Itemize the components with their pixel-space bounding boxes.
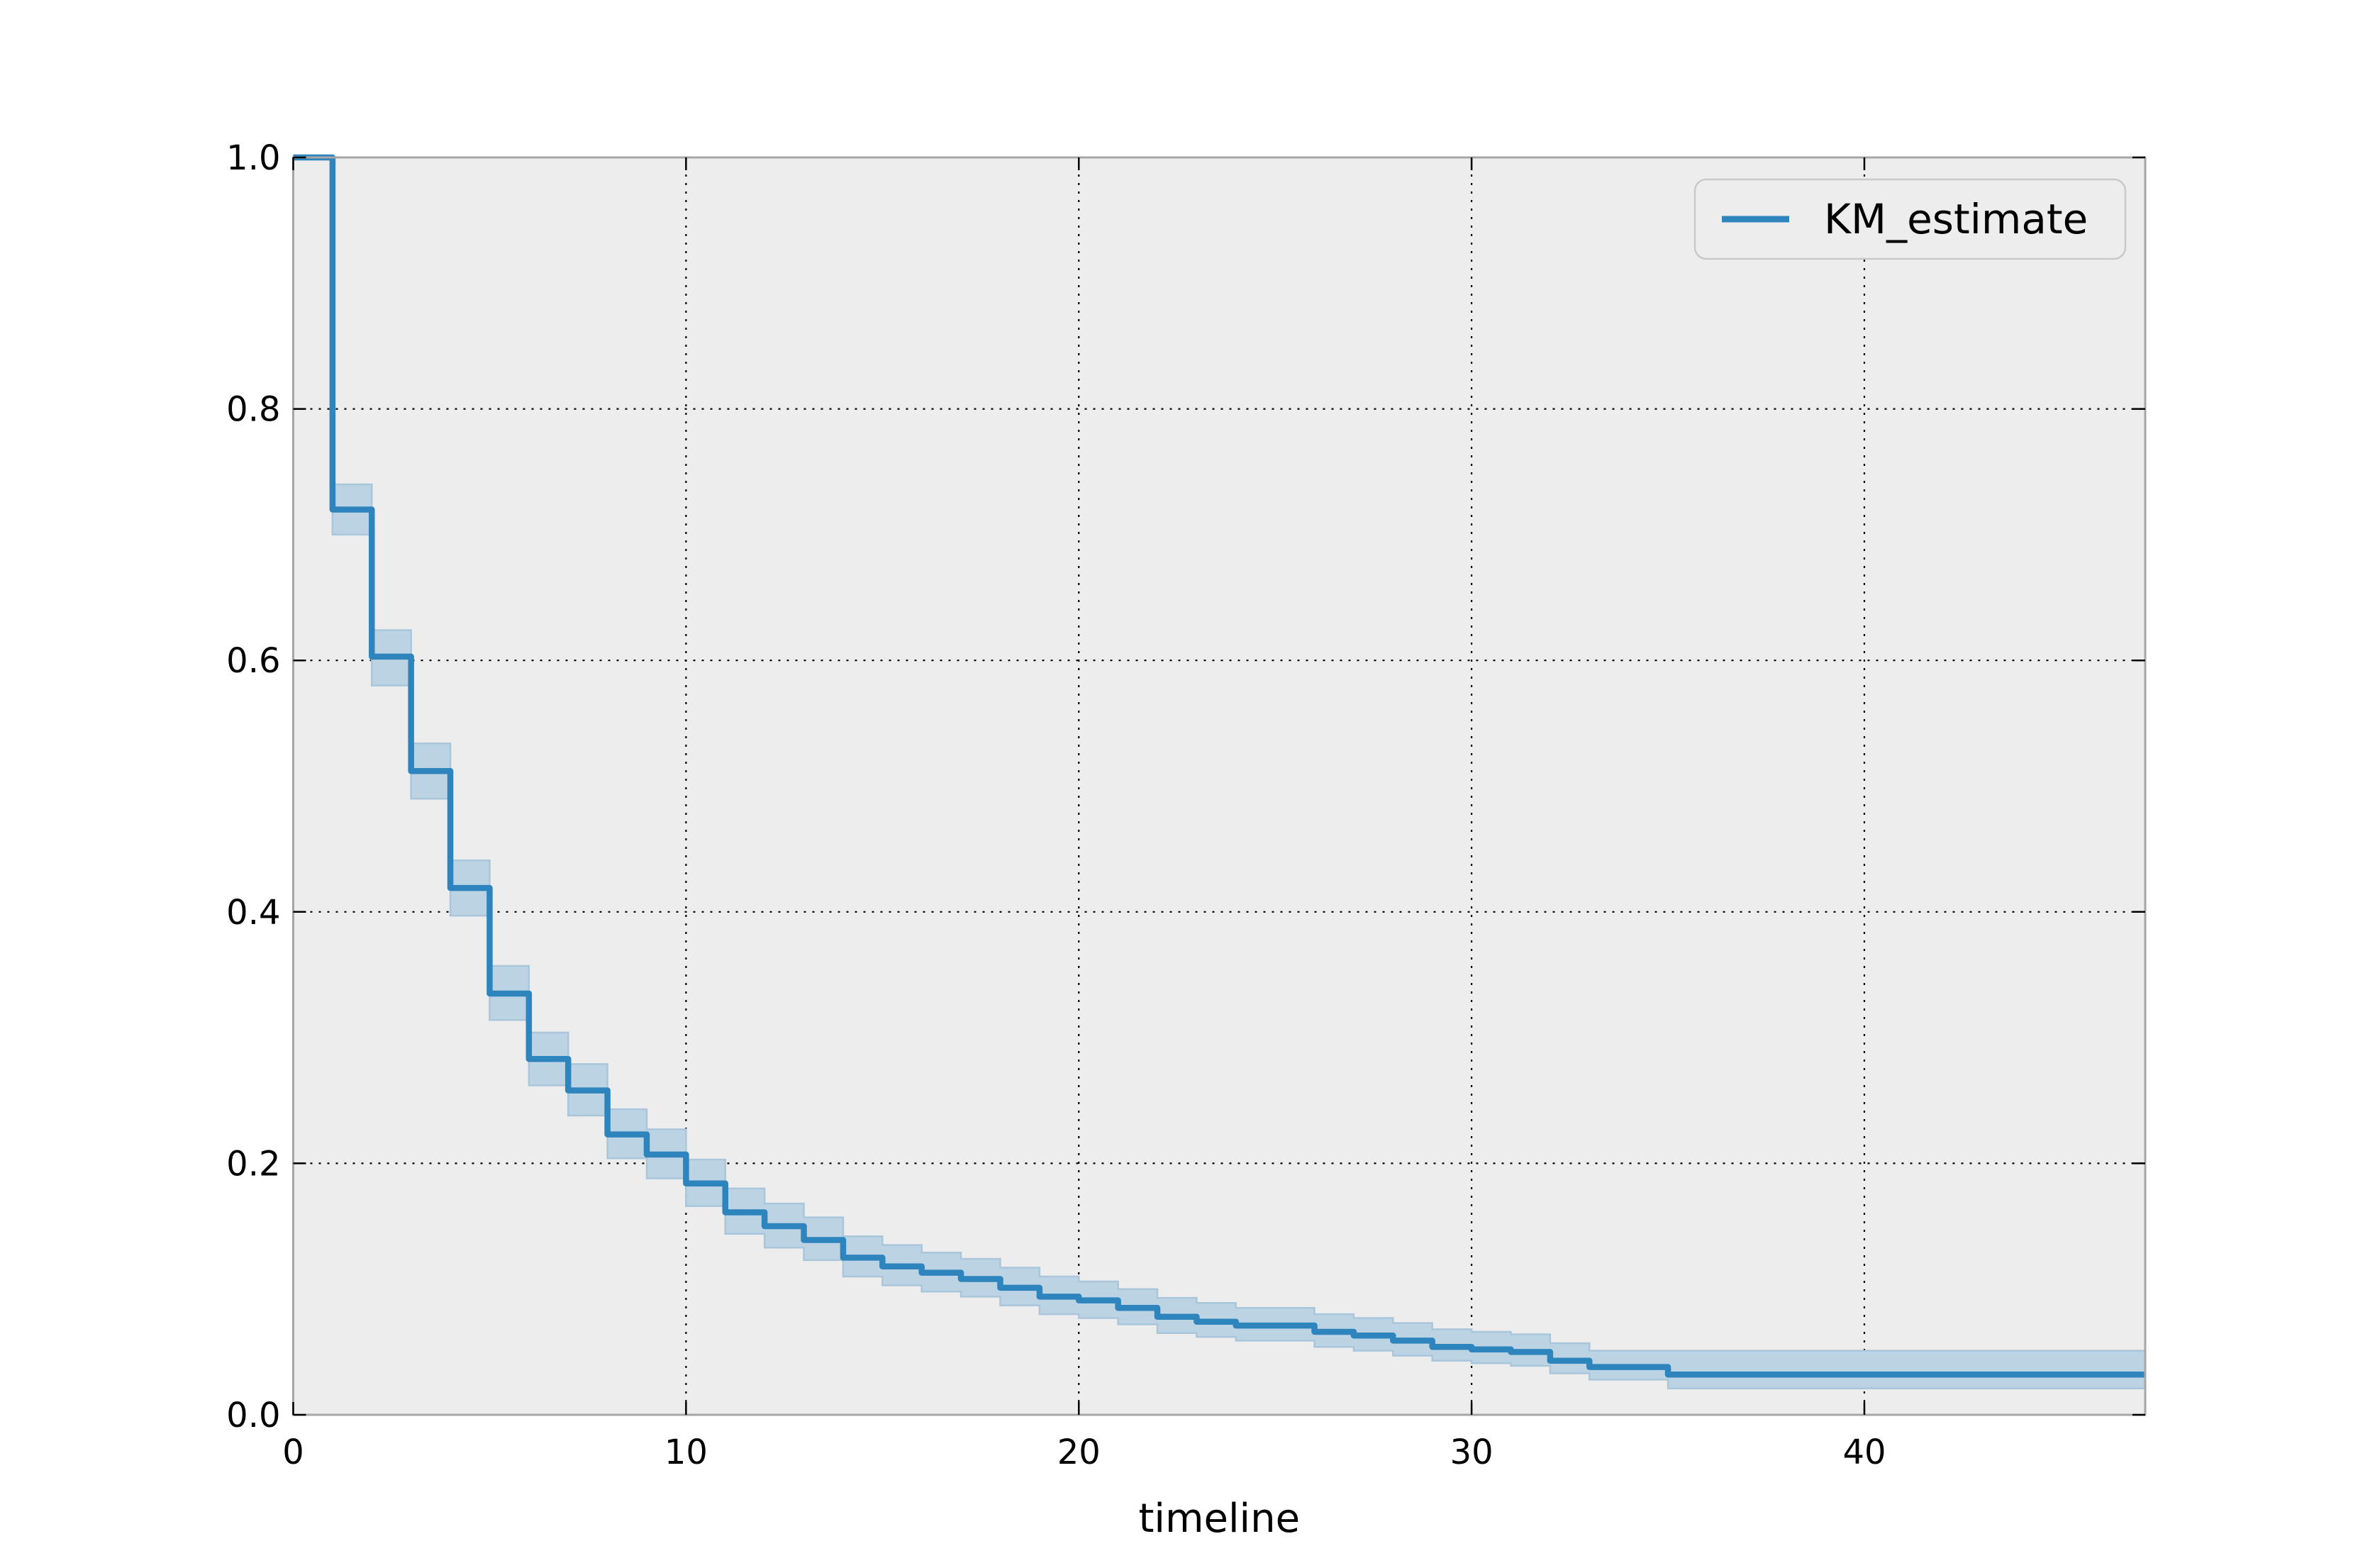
x-tick-labels: 0 10 20 30 40 bbox=[282, 1433, 1886, 1472]
legend-frame bbox=[1693, 178, 2127, 260]
x-tick-label: 0 bbox=[282, 1433, 304, 1472]
x-axis-label: timeline bbox=[1138, 1496, 1300, 1542]
legend-box: KM_estimate bbox=[1693, 178, 2127, 260]
x-tick-label: 20 bbox=[1057, 1433, 1101, 1472]
y-tick-label: 0.8 bbox=[226, 390, 280, 430]
y-tick-label: 0.4 bbox=[226, 893, 280, 933]
km-estimate-step-line bbox=[293, 154, 2145, 1378]
x-tick-label: 10 bbox=[664, 1433, 708, 1472]
y-tick-label: 0.0 bbox=[226, 1396, 280, 1435]
x-tick-label: 40 bbox=[1842, 1433, 1886, 1472]
y-tick-label: 1.0 bbox=[226, 138, 280, 178]
plot-area-background bbox=[293, 157, 2145, 1415]
y-tick-labels: 0.0 0.2 0.4 0.6 0.8 1.0 bbox=[226, 138, 280, 1435]
axes-spines bbox=[292, 156, 2147, 1416]
confidence-interval-band bbox=[331, 483, 2147, 1390]
y-tick-label: 0.6 bbox=[226, 641, 280, 681]
legend-entry-label: KM_estimate bbox=[1824, 195, 2088, 243]
axis-tick-marks bbox=[292, 156, 2145, 1416]
y-tick-label: 0.2 bbox=[226, 1144, 280, 1184]
x-tick-label: 30 bbox=[1450, 1433, 1493, 1472]
